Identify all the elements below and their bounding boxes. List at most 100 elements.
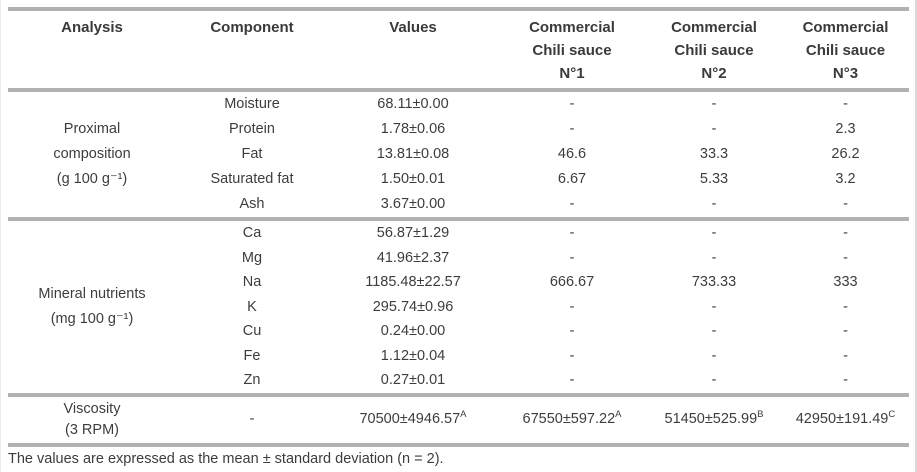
sauce3-cell: -: [843, 372, 848, 388]
col-header-sauce-3: Commercial Chili sauce N°3: [782, 7, 909, 92]
sauce2-cell: -: [711, 196, 717, 212]
sauce2-cell: -: [711, 249, 717, 266]
analysis-label-minerals: Mineral nutrients (mg 100 g⁻¹): [8, 217, 176, 395]
sauce3-cell: 42950±191.49C: [782, 392, 909, 447]
table-row: Protein 1.78±0.06 - - 2.3: [8, 117, 909, 142]
sauce2-cell: -: [711, 323, 717, 339]
component-cell: Cu: [242, 323, 262, 339]
component-cell: Ash: [239, 196, 265, 212]
sauce1-cell: -: [569, 249, 575, 266]
component-cell: Ca: [176, 217, 328, 246]
header-text: Chili sauce: [532, 42, 612, 59]
table-row: K 295.74±0.96 - - -: [8, 295, 909, 320]
sauce2-cell: -: [711, 298, 717, 315]
sauce2-cell: 5.33: [699, 171, 729, 187]
significance-superscript: C: [888, 409, 896, 421]
sauce3-cell: 333: [833, 274, 858, 290]
value-text: 67550±597.22: [522, 411, 616, 427]
sauce3-cell: -: [782, 217, 909, 246]
sauce1-cell: -: [569, 196, 575, 212]
values-cell: 68.11±0.00: [377, 96, 449, 112]
analysis-line: composition: [53, 146, 131, 162]
sauce1-cell: -: [498, 217, 646, 246]
header-text: Commercial: [529, 19, 615, 36]
sauce3-cell: -: [843, 249, 848, 266]
table-row: Proximal composition (g 100 g⁻¹) Moistur…: [8, 90, 909, 187]
component-cell: K: [247, 298, 257, 315]
header-row: Analysis Component Values Commercial Chi…: [8, 7, 909, 92]
component-cell: Mg: [241, 249, 263, 266]
value-text: 42950±191.49: [795, 411, 889, 427]
analysis-label-viscosity: Viscosity (3 RPM): [8, 392, 176, 447]
sauce3-cell: 2.3: [835, 121, 856, 137]
section-mineral-nutrients: Mineral nutrients (mg 100 g⁻¹) Ca 56.87±…: [8, 217, 909, 395]
sauce2-cell: 33.3: [699, 146, 729, 162]
analysis-line: Mineral nutrients: [38, 286, 146, 303]
significance-superscript: A: [460, 409, 467, 421]
table-row: Na 1185.48±22.57 666.67 733.33 333: [8, 270, 909, 295]
section-proximal-composition: Proximal composition (g 100 g⁻¹) Moistur…: [8, 90, 909, 219]
table-row: Ash 3.67±0.00 - - -: [8, 192, 909, 219]
sauce2-cell: -: [711, 121, 717, 137]
table-header: Analysis Component Values Commercial Chi…: [8, 7, 909, 92]
table-row-viscosity: Viscosity (3 RPM) - 70500±4946.57A 67550…: [8, 392, 909, 447]
col-header-values: Values: [328, 7, 498, 92]
values-cell: 1.12±0.04: [380, 347, 446, 364]
values-cell: 0.27±0.01: [380, 372, 446, 388]
sauce3-cell: 26.2: [831, 146, 860, 162]
values-cell: 1.78±0.06: [380, 121, 446, 137]
header-text: N°1: [559, 65, 585, 82]
sauce3-cell: -: [843, 196, 848, 212]
sauce3-cell: 3.2: [835, 171, 856, 187]
sauce1-cell: 46.6: [557, 146, 587, 162]
sauce2-cell: 51450±525.99B: [646, 392, 782, 447]
values-cell: 56.87±1.29: [328, 217, 498, 246]
values-cell: 295.74±0.96: [372, 298, 454, 315]
component-cell: Zn: [243, 372, 261, 388]
table-row: Zn 0.27±0.01 - - -: [8, 368, 909, 395]
table-row: Mineral nutrients (mg 100 g⁻¹) Ca 56.87±…: [8, 217, 909, 395]
header-text: N°2: [701, 65, 727, 82]
values-cell: 1.50±0.01: [380, 171, 446, 187]
sauce2-cell: -: [711, 96, 717, 112]
values-cell: 13.81±0.08: [376, 146, 450, 162]
analysis-line: (mg 100 g⁻¹): [50, 310, 134, 327]
analysis-line: (g 100 g⁻¹): [56, 171, 128, 187]
sauce2-cell: 733.33: [691, 274, 737, 290]
analysis-line: (3 RPM): [65, 421, 119, 438]
analysis-line: Proximal: [63, 121, 121, 137]
sauce1-cell: 666.67: [549, 274, 595, 290]
header-text: Component: [210, 19, 294, 36]
significance-superscript: A: [615, 409, 622, 421]
sauce1-cell: 67550±597.22A: [498, 392, 646, 447]
col-header-sauce-2: Commercial Chili sauce N°2: [646, 7, 782, 92]
sauce1-cell: -: [569, 323, 575, 339]
values-cell: 70500±4946.57A: [328, 392, 498, 447]
sauce3-cell: -: [843, 96, 848, 112]
values-cell: 0.24±0.00: [380, 323, 446, 339]
col-header-sauce-1: Commercial Chili sauce N°1: [498, 7, 646, 92]
sauce1-cell: -: [569, 298, 575, 315]
values-cell: 1185.48±22.57: [365, 274, 461, 290]
table-footnote: The values are expressed as the mean ± s…: [8, 450, 444, 467]
sauce2-cell: -: [646, 217, 782, 246]
component-cell: Saturated fat: [210, 171, 294, 187]
header-text: Values: [389, 19, 437, 36]
header-text: Commercial: [802, 19, 889, 36]
component-cell: Moisture: [224, 96, 280, 112]
component-cell: Protein: [229, 121, 275, 137]
table-row: Mg 41.96±2.37 - - -: [8, 246, 909, 271]
sauce2-cell: -: [711, 347, 717, 364]
analysis-line: Viscosity: [63, 400, 121, 417]
composition-table: Analysis Component Values Commercial Chi…: [8, 7, 909, 447]
sauce3-cell: -: [843, 323, 848, 339]
header-text: Chili sauce: [805, 42, 886, 59]
col-header-analysis: Analysis: [8, 7, 176, 92]
header-text: N°3: [832, 65, 859, 82]
table-row: Fat 13.81±0.08 46.6 33.3 26.2: [8, 142, 909, 167]
table-row: Cu 0.24±0.00 - - -: [8, 319, 909, 344]
header-text: Commercial: [671, 19, 757, 36]
header-text: Analysis: [61, 19, 123, 36]
component-cell: Na: [242, 274, 262, 290]
